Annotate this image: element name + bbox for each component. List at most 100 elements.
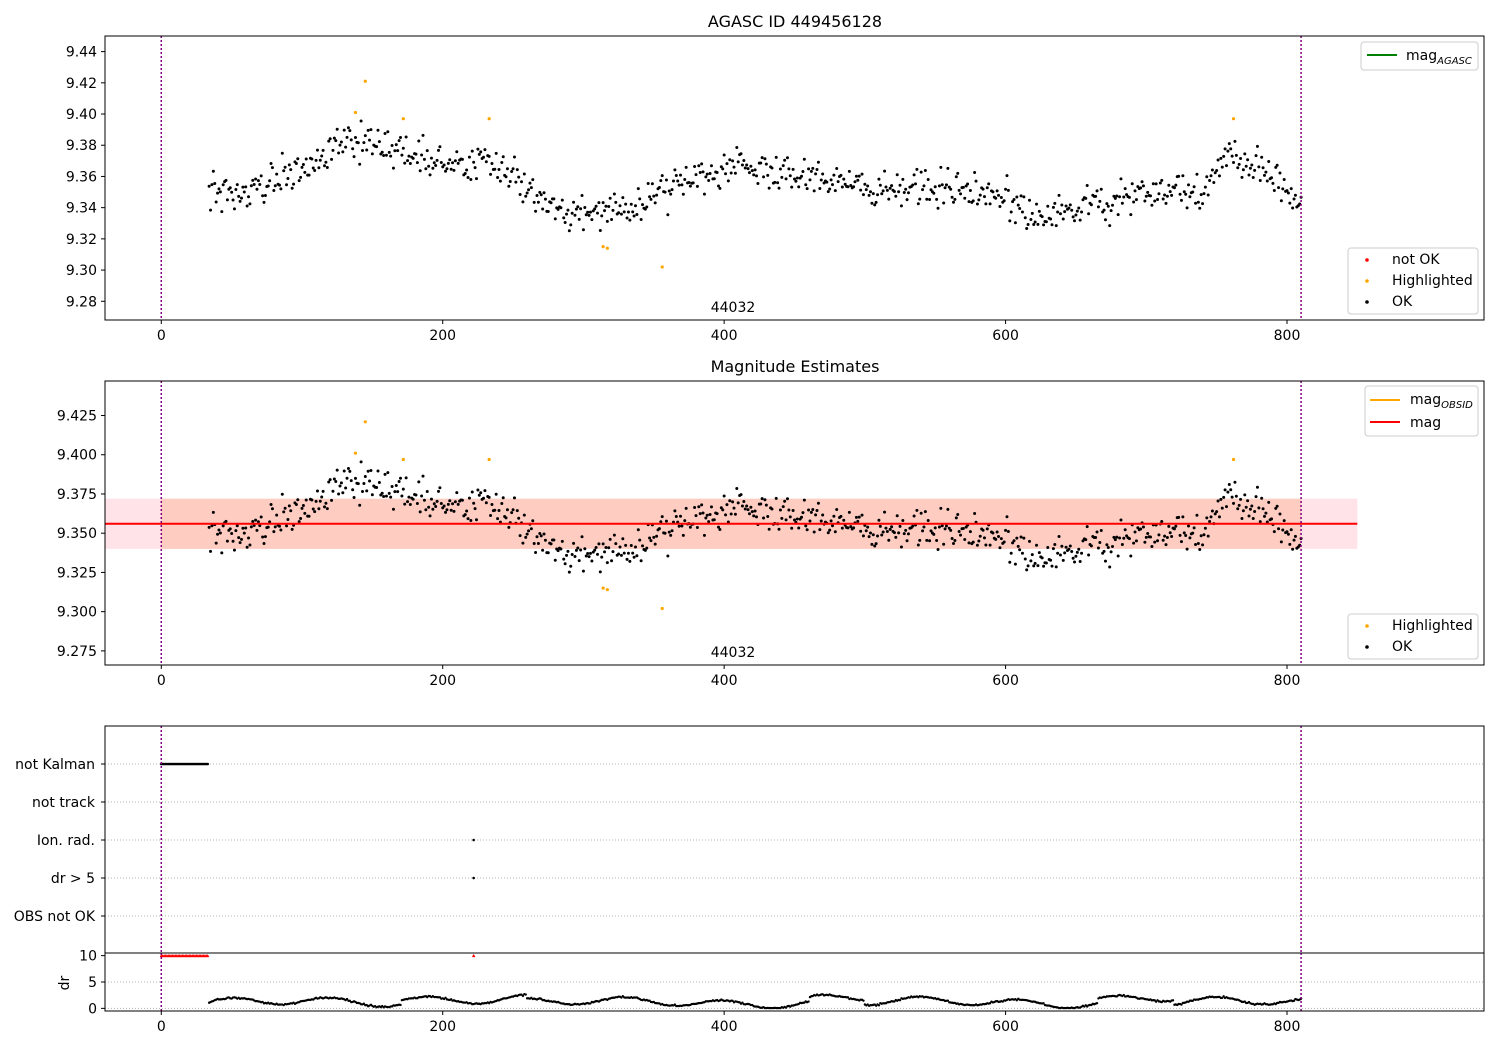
ok-point: [1056, 551, 1060, 555]
ok-point: [752, 173, 756, 177]
ok-point: [1260, 496, 1264, 500]
ok-point: [396, 149, 400, 153]
ok-point: [728, 158, 732, 162]
ok-point: [1170, 193, 1174, 197]
ok-point: [800, 515, 804, 519]
ok-point: [604, 546, 608, 550]
ok-point: [532, 200, 536, 204]
ok-point: [648, 536, 652, 540]
ok-point: [1267, 500, 1271, 504]
ok-point: [588, 551, 592, 555]
ok-point: [504, 175, 508, 179]
ok-point: [861, 534, 865, 538]
ok-point: [1009, 210, 1013, 214]
ok-point: [624, 202, 628, 206]
ok-point: [231, 198, 235, 202]
y-tick-label: 9.42: [66, 76, 97, 92]
ok-point: [1247, 173, 1251, 177]
ok-point: [521, 200, 525, 204]
ok-point: [733, 512, 737, 516]
ok-point: [391, 166, 395, 170]
ok-point: [957, 188, 961, 192]
ok-point: [242, 190, 246, 194]
ok-point: [497, 167, 501, 171]
dr-point: [1171, 999, 1175, 1002]
ok-point: [272, 188, 276, 192]
ok-point: [991, 190, 995, 194]
ok-point: [251, 519, 255, 523]
ok-point: [621, 196, 625, 200]
ok-point: [684, 506, 688, 510]
ok-point: [712, 177, 716, 181]
ok-point: [1113, 538, 1117, 542]
ok-point: [1089, 544, 1093, 548]
ok-point: [892, 190, 896, 194]
ok-point: [1293, 193, 1297, 197]
ok-point: [1006, 188, 1010, 192]
ok-point: [755, 174, 759, 178]
ok-point: [241, 185, 245, 189]
dr-point: [399, 1003, 402, 1007]
ok-point: [1036, 564, 1040, 568]
ok-point: [337, 492, 341, 496]
ok-point: [1132, 200, 1136, 204]
ok-point: [679, 514, 683, 518]
ok-point: [835, 166, 839, 170]
ok-point: [556, 549, 560, 553]
ok-point: [1262, 173, 1266, 177]
ok-point: [487, 495, 491, 499]
ok-point: [536, 541, 540, 545]
ok-point: [510, 511, 514, 515]
ok-point: [899, 545, 903, 549]
ok-point: [610, 559, 614, 563]
ok-point: [1239, 156, 1243, 160]
ok-point: [431, 507, 435, 511]
ok-point: [1140, 180, 1144, 184]
ok-point: [1067, 547, 1071, 551]
ok-point: [732, 506, 736, 510]
ok-point: [494, 151, 498, 155]
ok-point: [808, 178, 812, 182]
ok-point: [507, 525, 511, 529]
ok-point: [905, 198, 909, 202]
ok-point: [245, 204, 249, 208]
ok-point: [579, 207, 583, 211]
ok-point: [828, 187, 832, 191]
ok-point: [816, 501, 820, 505]
ok-point: [760, 156, 764, 160]
ok-point: [773, 180, 777, 184]
ok-point: [1215, 169, 1219, 173]
ok-point: [510, 170, 514, 174]
ok-point: [663, 531, 667, 535]
ok-point: [1219, 497, 1223, 501]
ok-point: [535, 535, 539, 539]
ok-point: [370, 493, 374, 497]
ok-point: [396, 490, 400, 494]
ok-point: [971, 540, 975, 544]
ok-point: [420, 153, 424, 157]
ok-point: [641, 544, 645, 548]
ok-point: [1013, 562, 1017, 566]
ok-point: [830, 183, 834, 187]
ok-point: [1050, 223, 1054, 227]
ok-point: [849, 525, 853, 529]
dr-point: [1042, 1002, 1045, 1005]
ok-point: [1217, 515, 1221, 519]
ok-point: [394, 484, 398, 488]
ok-point: [673, 509, 677, 513]
ok-point: [534, 209, 538, 213]
ok-point: [474, 518, 478, 522]
ok-point: [940, 183, 944, 187]
ok-point: [269, 503, 273, 507]
ok-point: [857, 174, 861, 178]
ok-point: [261, 194, 265, 198]
ok-point: [1044, 561, 1048, 565]
ok-point: [725, 503, 729, 507]
ok-point: [465, 168, 469, 172]
ok-point: [617, 211, 621, 215]
ok-point: [1192, 185, 1196, 189]
panel4-dr-area: [105, 953, 1484, 1011]
ok-point: [611, 550, 615, 554]
ok-point: [839, 173, 843, 177]
ok-point: [361, 149, 365, 153]
